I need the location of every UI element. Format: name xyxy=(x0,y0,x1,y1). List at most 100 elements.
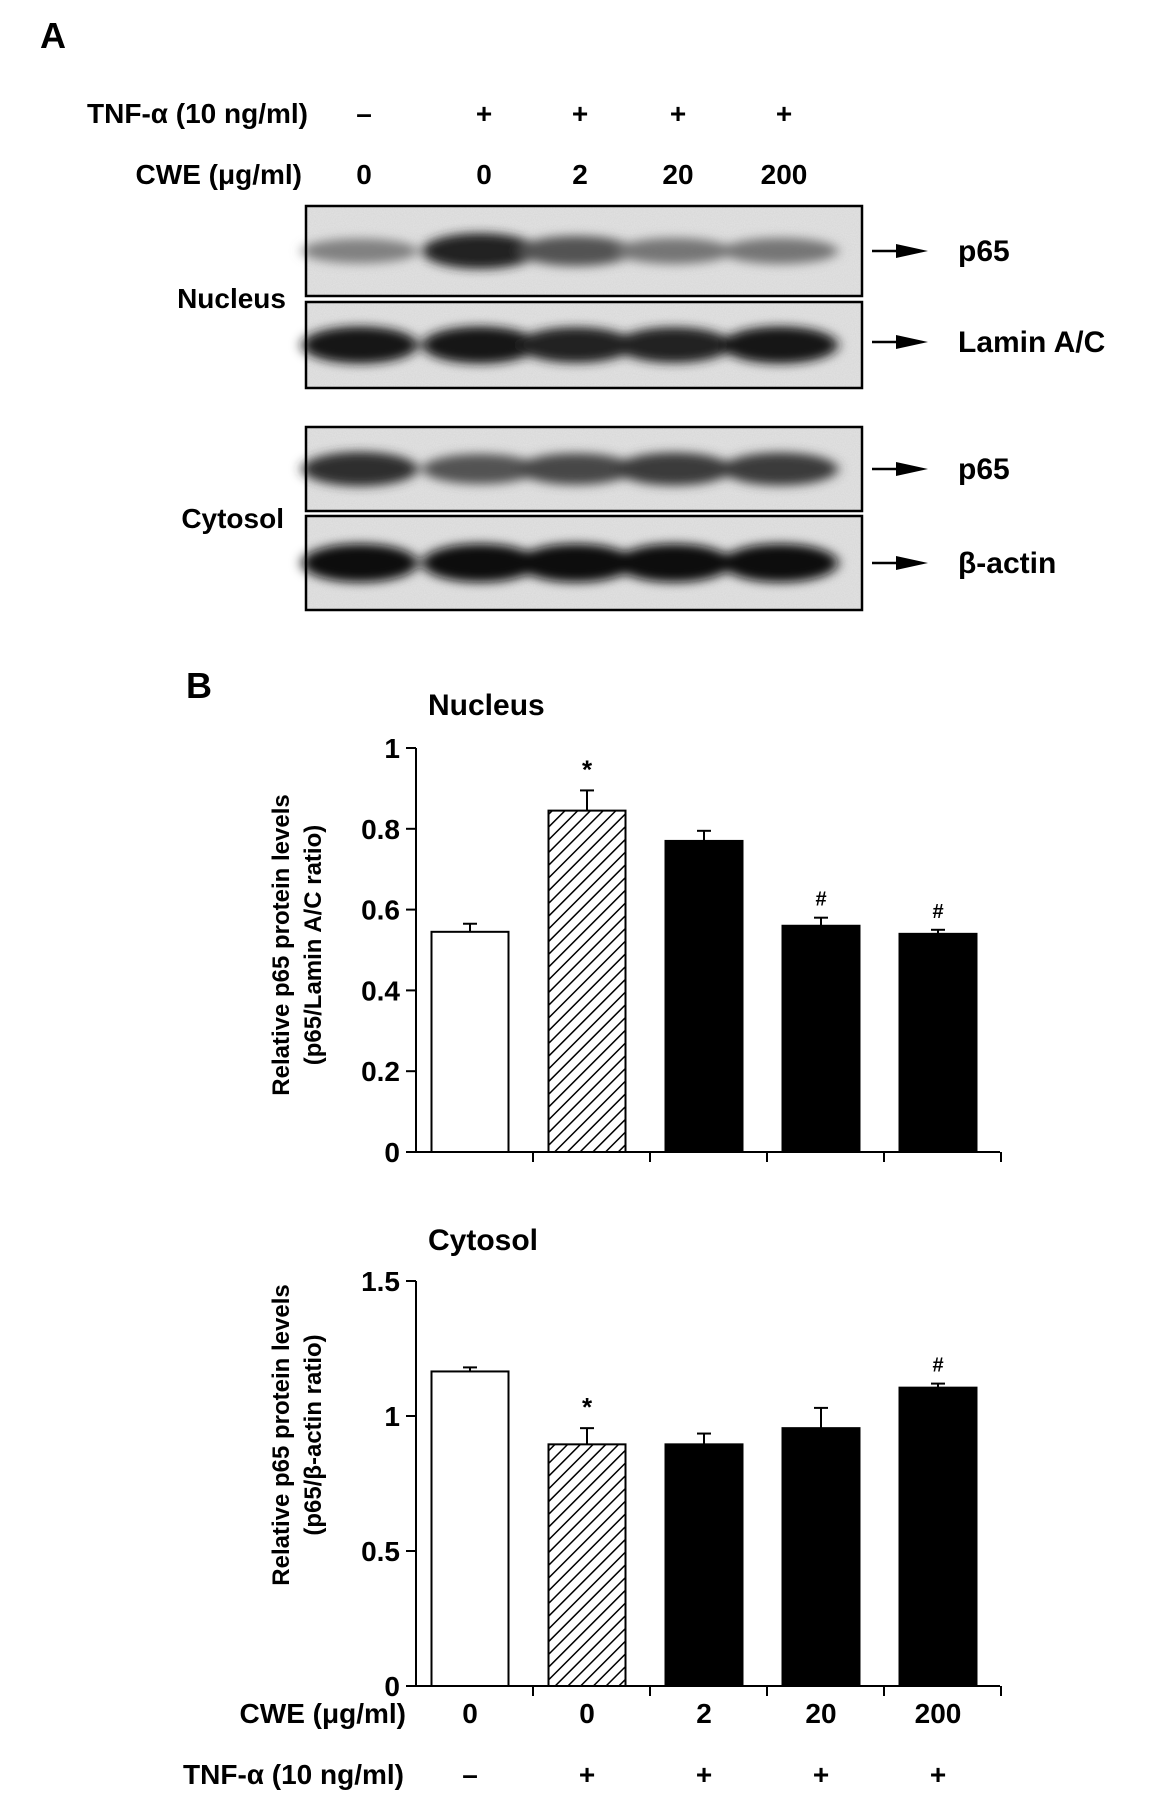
bar xyxy=(898,932,978,1154)
bar xyxy=(547,1443,627,1687)
bar xyxy=(664,1443,744,1687)
chart-title: Cytosol xyxy=(428,1224,538,1257)
blot-band xyxy=(422,233,538,269)
blot-band-group xyxy=(302,233,838,269)
treatment-value: 0 xyxy=(356,159,372,190)
bottom-treatment-rows: CWE (μg/ml) TNF-α (10 ng/ml) 0 0 2 20 200 – + +… xyxy=(183,1698,961,1790)
treatment-value: 2 xyxy=(572,159,588,190)
treatment-row-label-cwe: CWE (μg/ml) xyxy=(136,159,302,190)
y-tick-label: 1 xyxy=(384,733,400,764)
blot-band xyxy=(616,238,732,264)
treatment-value: 20 xyxy=(662,159,693,190)
blot-band xyxy=(722,452,838,486)
y-axis-label: (p65/β-actin ratio) xyxy=(300,1334,327,1535)
blot-band xyxy=(302,326,418,364)
bar xyxy=(781,924,861,1154)
y-tick-label: 0.2 xyxy=(361,1056,400,1087)
significance-mark: # xyxy=(932,1355,943,1377)
y-tick-label: 0 xyxy=(384,1671,400,1702)
bar xyxy=(547,809,627,1153)
nucleus-chart: Nucleus Relative p65 protein levels (p65/L… xyxy=(268,689,1002,1168)
treatment-value: 0 xyxy=(476,159,492,190)
arrow-head-icon xyxy=(896,462,928,476)
blot-band-group xyxy=(302,326,838,364)
bottom-treatment-value: 2 xyxy=(696,1698,712,1729)
bottom-treatment-value: 20 xyxy=(805,1698,836,1729)
fraction-label-nucleus: Nucleus xyxy=(177,283,286,314)
blot-band xyxy=(422,326,538,364)
treatment-values: – + + + +0 0 2 20 200 xyxy=(356,98,807,190)
bar xyxy=(664,839,744,1153)
blot-band xyxy=(302,543,418,583)
treatment-value: – xyxy=(356,98,372,129)
blot-cytosol-p65: p65 xyxy=(302,425,1010,513)
arrow-head-icon xyxy=(896,244,928,258)
significance-mark: # xyxy=(815,889,826,911)
bottom-row-label-cwe: CWE (μg/ml) xyxy=(240,1698,406,1729)
significance-mark: * xyxy=(582,754,593,784)
treatment-rows: TNF-α (10 ng/ml) CWE (μg/ml) – + + + +0 0 2 20 2… xyxy=(87,98,807,190)
blot-nucleus-p65: p65 xyxy=(302,204,1010,298)
treatment-value: + xyxy=(476,98,492,129)
western-blots: p65 Lamin A/C p65 β-actin xyxy=(302,204,1105,612)
arrow-head-icon xyxy=(896,335,928,349)
treatment-value: 200 xyxy=(761,159,808,190)
fraction-label-cytosol: Cytosol xyxy=(181,503,284,534)
bar xyxy=(898,1386,978,1688)
bottom-treatment-value: 200 xyxy=(915,1698,962,1729)
blot-band xyxy=(616,327,732,363)
blot-protein-label: Lamin A/C xyxy=(958,326,1105,359)
cytosol-chart: Cytosol Relative p65 protein levels (p65/β… xyxy=(268,1224,1002,1702)
y-tick-label: 0.6 xyxy=(361,895,400,926)
significance-mark: # xyxy=(932,901,943,923)
significance-mark: * xyxy=(582,1392,593,1422)
blot-band xyxy=(722,326,838,364)
blot-nucleus-laminac: Lamin A/C xyxy=(302,300,1105,390)
bar xyxy=(781,1427,861,1688)
bottom-treatment-values: 0 0 2 20 200 – + + + + xyxy=(462,1698,961,1790)
panel-a-letter: A xyxy=(40,15,66,56)
treatment-value: + xyxy=(572,98,588,129)
bottom-treatment-value: + xyxy=(696,1759,712,1790)
arrow-head-icon xyxy=(896,556,928,570)
y-axis-label: Relative p65 protein levels xyxy=(268,794,295,1095)
bottom-treatment-value: + xyxy=(579,1759,595,1790)
bottom-row-label-tnf: TNF-α (10 ng/ml) xyxy=(183,1759,404,1790)
blot-frame xyxy=(304,300,864,390)
bottom-treatment-value: 0 xyxy=(579,1698,595,1729)
bottom-treatment-value: + xyxy=(930,1759,946,1790)
treatment-value: + xyxy=(670,98,686,129)
blot-frame xyxy=(304,425,864,513)
blot-band xyxy=(302,451,418,487)
blot-band xyxy=(722,543,838,583)
blot-frame xyxy=(304,514,864,612)
blot-band xyxy=(518,543,634,583)
blot-band xyxy=(616,543,732,583)
treatment-value: + xyxy=(776,98,792,129)
y-tick-label: 1.5 xyxy=(361,1266,400,1297)
bottom-treatment-value: – xyxy=(462,1759,478,1790)
bar xyxy=(430,1370,510,1687)
blot-band xyxy=(422,453,538,485)
blot-band xyxy=(422,543,538,583)
y-axis-label: (p65/Lamin A/C ratio) xyxy=(300,825,327,1065)
blot-cytosol-actin: β-actin xyxy=(302,514,1056,612)
blot-band xyxy=(616,452,732,486)
y-tick-label: 0 xyxy=(384,1137,400,1168)
y-axis-label: Relative p65 protein levels xyxy=(268,1284,295,1585)
bottom-treatment-value: 0 xyxy=(462,1698,478,1729)
blot-band xyxy=(518,235,634,267)
blot-protein-label: p65 xyxy=(958,453,1010,486)
panel-b-letter: B xyxy=(186,665,212,706)
blot-band xyxy=(722,238,838,264)
blot-band-group xyxy=(302,451,838,487)
blot-band xyxy=(518,327,634,363)
bar xyxy=(430,930,510,1153)
blot-protein-label: p65 xyxy=(958,235,1010,268)
treatment-row-label-tnf: TNF-α (10 ng/ml) xyxy=(87,98,308,129)
y-tick-label: 0.5 xyxy=(361,1536,400,1567)
blot-band xyxy=(302,238,418,264)
y-tick-label: 0.4 xyxy=(361,975,400,1006)
